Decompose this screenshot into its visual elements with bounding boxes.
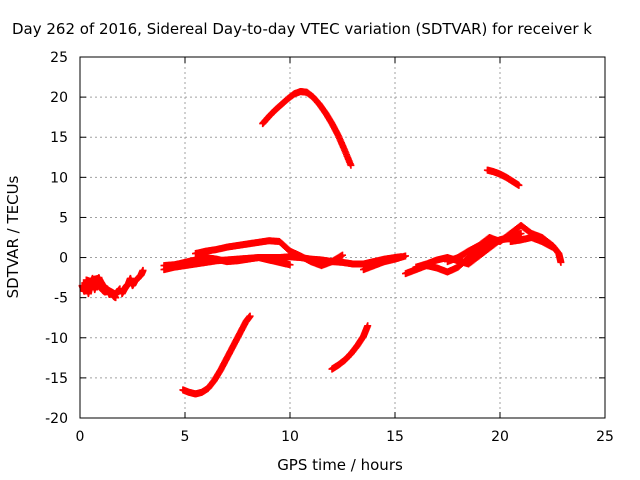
- y-axis-label: SDTVAR / TECUs: [4, 175, 22, 298]
- x-tick-label: 5: [181, 429, 190, 445]
- y-tick-label: 5: [59, 210, 68, 226]
- data-point-plus: [515, 181, 523, 189]
- chart-title: Day 262 of 2016, Sidereal Day-to-day VTE…: [12, 20, 592, 38]
- y-tick-label: 10: [50, 170, 68, 186]
- series-sat-track-l: [259, 87, 355, 169]
- x-axis-label: GPS time / hours: [277, 456, 403, 474]
- x-tick-label: 10: [281, 429, 299, 445]
- y-tick-label: 25: [50, 50, 68, 66]
- y-tick-label: 20: [50, 90, 68, 106]
- x-tick-label: 25: [596, 429, 614, 445]
- y-tick-label: 0: [59, 251, 68, 267]
- y-tick-label: -10: [45, 331, 68, 347]
- y-tick-label: -5: [54, 291, 68, 307]
- series-sat-track-m: [483, 166, 523, 189]
- data-point-plus: [549, 243, 556, 251]
- x-tick-label: 20: [491, 429, 509, 445]
- data-point-plus: [139, 266, 147, 274]
- series-sat-track-n: [179, 312, 254, 398]
- series-sat-track-g: [360, 252, 409, 274]
- series-sat-track-c: [118, 266, 147, 298]
- y-tick-label: -20: [45, 411, 68, 427]
- data-point-plus: [286, 261, 294, 269]
- y-tick-label: -15: [45, 371, 68, 387]
- data-point-plus: [402, 252, 409, 260]
- data-points: [78, 87, 565, 398]
- x-tick-label: 15: [386, 429, 404, 445]
- data-point-plus: [339, 251, 346, 259]
- data-point-plus: [347, 161, 355, 169]
- plot-frame: [79, 56, 606, 419]
- series-sat-track-j: [444, 221, 565, 266]
- series-sat-track-e: [192, 237, 346, 270]
- series-sat-track-k: [507, 234, 556, 251]
- series-sat-track-o: [328, 322, 372, 373]
- series-sat-track-b: [82, 274, 124, 298]
- series-sat-track-f: [160, 254, 294, 270]
- y-tick-label: 15: [50, 130, 68, 146]
- data-point-plus: [517, 229, 525, 237]
- data-point-plus: [557, 258, 565, 266]
- data-point-plus: [364, 322, 372, 330]
- x-tick-label: 0: [76, 429, 85, 445]
- data-point-plus: [246, 312, 254, 320]
